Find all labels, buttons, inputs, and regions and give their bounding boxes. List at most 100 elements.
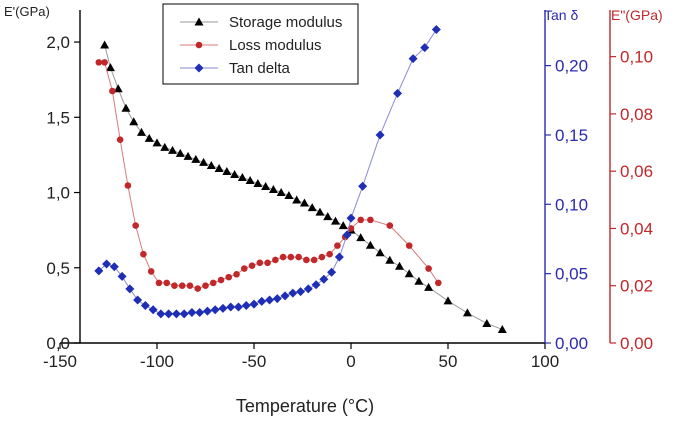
data-point-storage-modulus [168, 145, 178, 154]
data-point-tan-delta [148, 305, 158, 315]
data-point-loss-modulus [132, 222, 139, 229]
data-point-storage-modulus [276, 188, 286, 197]
data-point-tan-delta [164, 309, 174, 319]
data-point-tan-delta [296, 287, 306, 297]
legend-entry-loss-modulus: Loss modulus [229, 37, 322, 54]
y-tick-label: 1,0 [46, 184, 70, 203]
data-point-tan-delta [218, 303, 228, 313]
data-point-storage-modulus [144, 133, 154, 142]
legend-entry-tan-delta: Tan delta [229, 60, 291, 77]
data-point-storage-modulus [395, 261, 404, 270]
data-point-storage-modulus [385, 255, 395, 264]
data-point-loss-modulus [256, 259, 264, 267]
data-point-storage-modulus [129, 117, 139, 126]
data-point-loss-modulus [303, 256, 310, 264]
x-tick-label: -100 [140, 352, 174, 371]
data-point-loss-modulus [217, 276, 225, 284]
data-point-tan-delta [408, 54, 418, 64]
data-point-storage-modulus [356, 233, 366, 242]
data-point-loss-modulus [101, 59, 108, 66]
data-point-loss-modulus [171, 282, 178, 290]
y-tick-label: 0,10 [620, 48, 653, 67]
data-point-loss-modulus [147, 268, 155, 275]
data-point-tan-delta [117, 271, 127, 281]
legend-box [162, 3, 359, 85]
loss-modulus-axis-ticks: 0,00 0,02 0,04 0,06 0,08 0,10 [610, 48, 653, 353]
data-point-storage-modulus [105, 63, 115, 72]
y-tick-label: 0,0 [46, 334, 70, 353]
series-line-storage-modulus [104, 44, 503, 330]
data-point-storage-modulus [268, 185, 278, 194]
data-point-storage-modulus [299, 198, 309, 207]
data-point-loss-modulus [95, 59, 103, 66]
data-point-storage-modulus [404, 269, 414, 278]
x-axis-label: Temperature (°C) [236, 396, 374, 416]
data-point-tan-delta [303, 284, 313, 294]
data-point-loss-modulus [241, 265, 248, 272]
y-tick-label: 1,5 [46, 108, 70, 127]
data-point-tan-delta [233, 302, 243, 312]
data-point-storage-modulus [113, 84, 123, 93]
data-point-storage-modulus [424, 282, 434, 291]
loss-modulus-axis-label: E"(GPa) [611, 7, 663, 23]
data-point-tan-delta [334, 252, 344, 262]
data-point-tan-delta [393, 88, 403, 98]
y-tick-label: 0,15 [555, 126, 588, 145]
y-tick-label: 0,00 [555, 334, 588, 353]
data-point-storage-modulus [152, 138, 162, 147]
data-point-storage-modulus [160, 142, 170, 151]
data-point-loss-modulus [357, 216, 365, 224]
data-point-storage-modulus [292, 195, 302, 204]
data-point-storage-modulus [315, 207, 325, 216]
x-tick-label: -50 [242, 352, 267, 371]
data-point-storage-modulus [330, 216, 340, 225]
data-point-tan-delta [280, 291, 290, 301]
data-point-tan-delta [226, 302, 236, 312]
data-point-tan-delta [109, 262, 119, 272]
series-layer [94, 25, 507, 333]
data-point-storage-modulus [230, 169, 240, 178]
data-point-storage-modulus [443, 296, 453, 305]
series-line-tan-delta [98, 29, 437, 315]
legend-entry-storage-modulus: Storage modulus [229, 14, 342, 31]
data-point-loss-modulus [367, 216, 374, 224]
legend-marker-loss-modulus [195, 41, 203, 49]
data-point-storage-modulus [375, 248, 385, 257]
data-point-loss-modulus [405, 242, 413, 249]
legend: Storage modulus Loss modulus Tan delta [162, 3, 359, 85]
y-tick-label: 0,08 [620, 105, 653, 124]
storage-modulus-axis-label: E'(GPa) [4, 4, 50, 19]
data-point-tan-delta [210, 305, 220, 315]
data-point-storage-modulus [253, 178, 263, 187]
data-point-storage-modulus [191, 154, 201, 163]
data-point-tan-delta [346, 213, 356, 223]
data-point-storage-modulus [206, 160, 216, 169]
legend-markers [180, 17, 218, 73]
y-tick-label: 0,05 [555, 265, 588, 284]
data-point-storage-modulus [183, 151, 193, 160]
data-point-storage-modulus [214, 163, 224, 172]
data-point-storage-modulus [136, 127, 146, 136]
tan-delta-axis-label: Tan δ [544, 7, 578, 23]
data-point-storage-modulus [462, 308, 472, 317]
data-point-tan-delta [179, 309, 189, 319]
data-point-storage-modulus [482, 318, 492, 327]
data-point-tan-delta [257, 296, 267, 306]
data-point-loss-modulus [116, 136, 124, 143]
data-point-loss-modulus [109, 87, 116, 95]
data-point-tan-delta [342, 230, 352, 240]
data-point-storage-modulus [199, 157, 209, 166]
tan-delta-axis-ticks: 0,00 0,05 0,10 0,15 0,20 [545, 57, 588, 353]
series-storage-modulus [100, 40, 507, 333]
data-point-tan-delta [311, 280, 321, 290]
data-point-loss-modulus [202, 282, 209, 290]
data-point-tan-delta [156, 309, 166, 319]
data-point-loss-modulus [233, 270, 240, 278]
data-point-storage-modulus [414, 276, 424, 285]
data-point-tan-delta [288, 288, 298, 298]
data-point-loss-modulus [248, 262, 256, 269]
data-point-loss-modulus [425, 265, 432, 272]
data-point-storage-modulus [365, 240, 375, 249]
data-point-tan-delta [431, 25, 441, 35]
